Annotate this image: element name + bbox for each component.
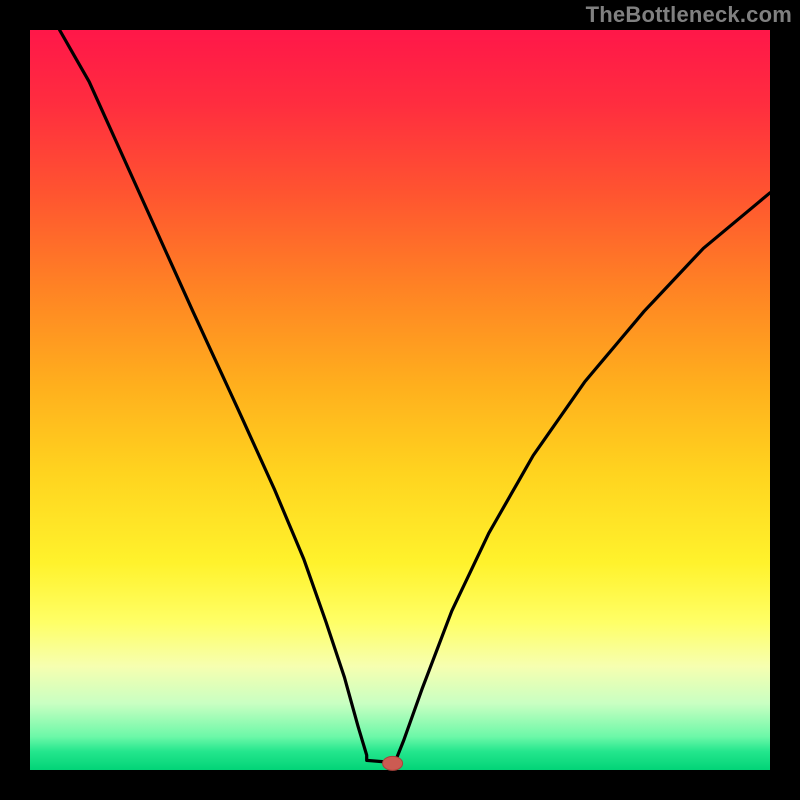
chart-stage: TheBottleneck.com [0, 0, 800, 800]
plot-area [30, 30, 770, 770]
bottleneck-chart [0, 0, 800, 800]
min-marker [383, 756, 403, 770]
